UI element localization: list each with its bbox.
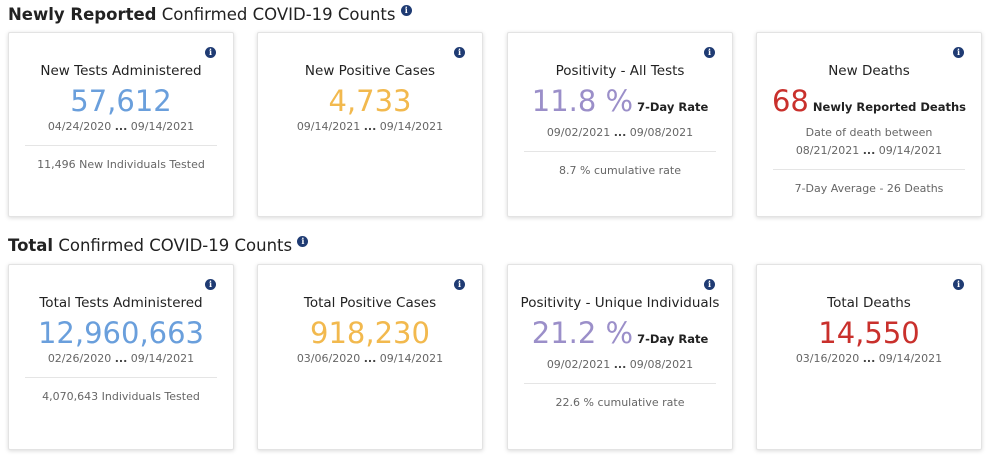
date-end: 09/14/2021 (130, 120, 195, 133)
card-positivity-unique: i Positivity - Unique Individuals 21.2 %… (507, 264, 733, 450)
info-icon[interactable]: i (205, 47, 216, 58)
heading-rest: Confirmed COVID-19 Counts (156, 5, 396, 24)
card-value-row: 57,612 (9, 84, 233, 118)
info-icon[interactable]: i (953, 47, 964, 58)
card-title: New Deaths (828, 63, 910, 79)
card-footer: 8.7 % cumulative rate (559, 164, 681, 177)
date-ellipsis: ... (862, 144, 876, 157)
card-value: 11.8 % (531, 84, 634, 118)
card-positivity-all-tests: i Positivity - All Tests 11.8 % 7-Day Rat… (507, 32, 733, 217)
date-start: 02/26/2020 (47, 352, 112, 365)
card-divider (25, 145, 217, 146)
card-value-suffix: Newly Reported Deaths (812, 100, 967, 114)
date-start: 09/02/2021 (546, 358, 611, 371)
heading-rest: Confirmed COVID-19 Counts (53, 236, 293, 255)
info-icon[interactable]: i (400, 5, 412, 16)
card-new-deaths: i New Deaths 68 Newly Reported Deaths Date… (756, 32, 982, 217)
date-ellipsis: ... (114, 120, 128, 133)
info-icon[interactable]: i (704, 279, 715, 290)
card-title: Total Deaths (827, 295, 911, 311)
date-ellipsis: ... (363, 120, 377, 133)
card-value-row: 4,733 (258, 84, 482, 118)
card-new-tests: i New Tests Administered 57,612 04/24/202… (8, 32, 234, 217)
card-footer: 7-Day Average - 26 Deaths (794, 182, 944, 195)
card-divider (524, 383, 716, 384)
card-value: 918,230 (310, 316, 430, 350)
date-end: 09/14/2021 (379, 352, 444, 365)
info-icon[interactable]: i (454, 47, 465, 58)
card-value-row: 68 Newly Reported Deaths (757, 84, 981, 124)
card-value-row: 21.2 % 7-Day Rate (508, 316, 732, 356)
date-end: 09/14/2021 (379, 120, 444, 133)
date-end: 09/14/2021 (878, 352, 943, 365)
date-end: 09/14/2021 (130, 352, 195, 365)
date-ellipsis: ... (613, 358, 627, 371)
card-value-suffix: 7-Day Rate (637, 332, 709, 346)
card-date-range: 03/06/2020 ... 09/14/2021 (258, 350, 482, 368)
card-total-positive-cases: i Total Positive Cases 918,230 03/06/2020… (257, 264, 483, 450)
date-end: 09/14/2021 (878, 144, 943, 157)
heading-bold: Newly Reported (8, 5, 157, 24)
card-value-row: 14,550 (757, 316, 981, 350)
card-divider (773, 169, 965, 170)
date-start: 03/06/2020 (296, 352, 361, 365)
card-value-row: 12,960,663 (9, 316, 233, 350)
card-value: 4,733 (328, 84, 412, 118)
card-value-suffix: 7-Day Rate (637, 100, 709, 114)
heading-bold: Total (8, 236, 54, 255)
info-icon[interactable]: i (454, 279, 465, 290)
info-icon[interactable]: i (953, 279, 964, 290)
card-date-range: 02/26/2020 ... 09/14/2021 (9, 350, 233, 368)
date-start: 09/02/2021 (546, 126, 611, 139)
card-date-range: 09/02/2021 ... 09/08/2021 (508, 124, 732, 142)
date-end: 09/08/2021 (629, 126, 694, 139)
card-date-label: Date of death between (805, 126, 933, 139)
card-title: Total Positive Cases (303, 295, 437, 311)
card-value: 14,550 (818, 316, 920, 350)
card-date-range: 03/16/2020 ... 09/14/2021 (757, 350, 981, 368)
section-heading: Total Confirmed COVID-19 Counts i (8, 236, 309, 255)
card-divider (524, 151, 716, 152)
info-icon[interactable]: i (297, 236, 309, 247)
date-start: 04/24/2020 (47, 120, 112, 133)
date-ellipsis: ... (114, 352, 128, 365)
date-ellipsis: ... (862, 352, 876, 365)
card-footer: 4,070,643 Individuals Tested (42, 390, 200, 403)
card-footer: 11,496 New Individuals Tested (37, 158, 205, 171)
date-end: 09/08/2021 (629, 358, 694, 371)
info-icon[interactable]: i (205, 279, 216, 290)
card-date-range: 08/21/2021 ... 09/14/2021 (757, 142, 981, 160)
date-ellipsis: ... (363, 352, 377, 365)
card-title: Positivity - All Tests (555, 63, 685, 79)
card-value: 12,960,663 (37, 316, 205, 350)
card-title: New Tests Administered (40, 63, 202, 79)
card-new-positive-cases: i New Positive Cases 4,733 09/14/2021 ...… (257, 32, 483, 217)
card-total-deaths: i Total Deaths 14,550 03/16/2020 ... 09/1… (756, 264, 982, 450)
card-value-row: 11.8 % 7-Day Rate (508, 84, 732, 124)
card-title: Total Tests Administered (39, 295, 203, 311)
card-date-range: 04/24/2020 ... 09/14/2021 (9, 118, 233, 136)
info-icon[interactable]: i (704, 47, 715, 58)
section-heading: Newly Reported Confirmed COVID-19 Counts… (8, 5, 412, 24)
card-divider (25, 377, 217, 378)
date-ellipsis: ... (613, 126, 627, 139)
card-value: 21.2 % (531, 316, 634, 350)
date-start: 08/21/2021 (795, 144, 860, 157)
card-value: 68 (771, 84, 809, 118)
card-date-range: 09/14/2021 ... 09/14/2021 (258, 118, 482, 136)
card-title: New Positive Cases (304, 63, 436, 79)
date-start: 03/16/2020 (795, 352, 860, 365)
card-total-tests: i Total Tests Administered 12,960,663 02/… (8, 264, 234, 450)
card-value: 57,612 (70, 84, 172, 118)
card-date-range: 09/02/2021 ... 09/08/2021 (508, 356, 732, 374)
card-value-row: 918,230 (258, 316, 482, 350)
card-footer: 22.6 % cumulative rate (555, 396, 685, 409)
date-start: 09/14/2021 (296, 120, 361, 133)
card-title: Positivity - Unique Individuals (520, 295, 720, 311)
